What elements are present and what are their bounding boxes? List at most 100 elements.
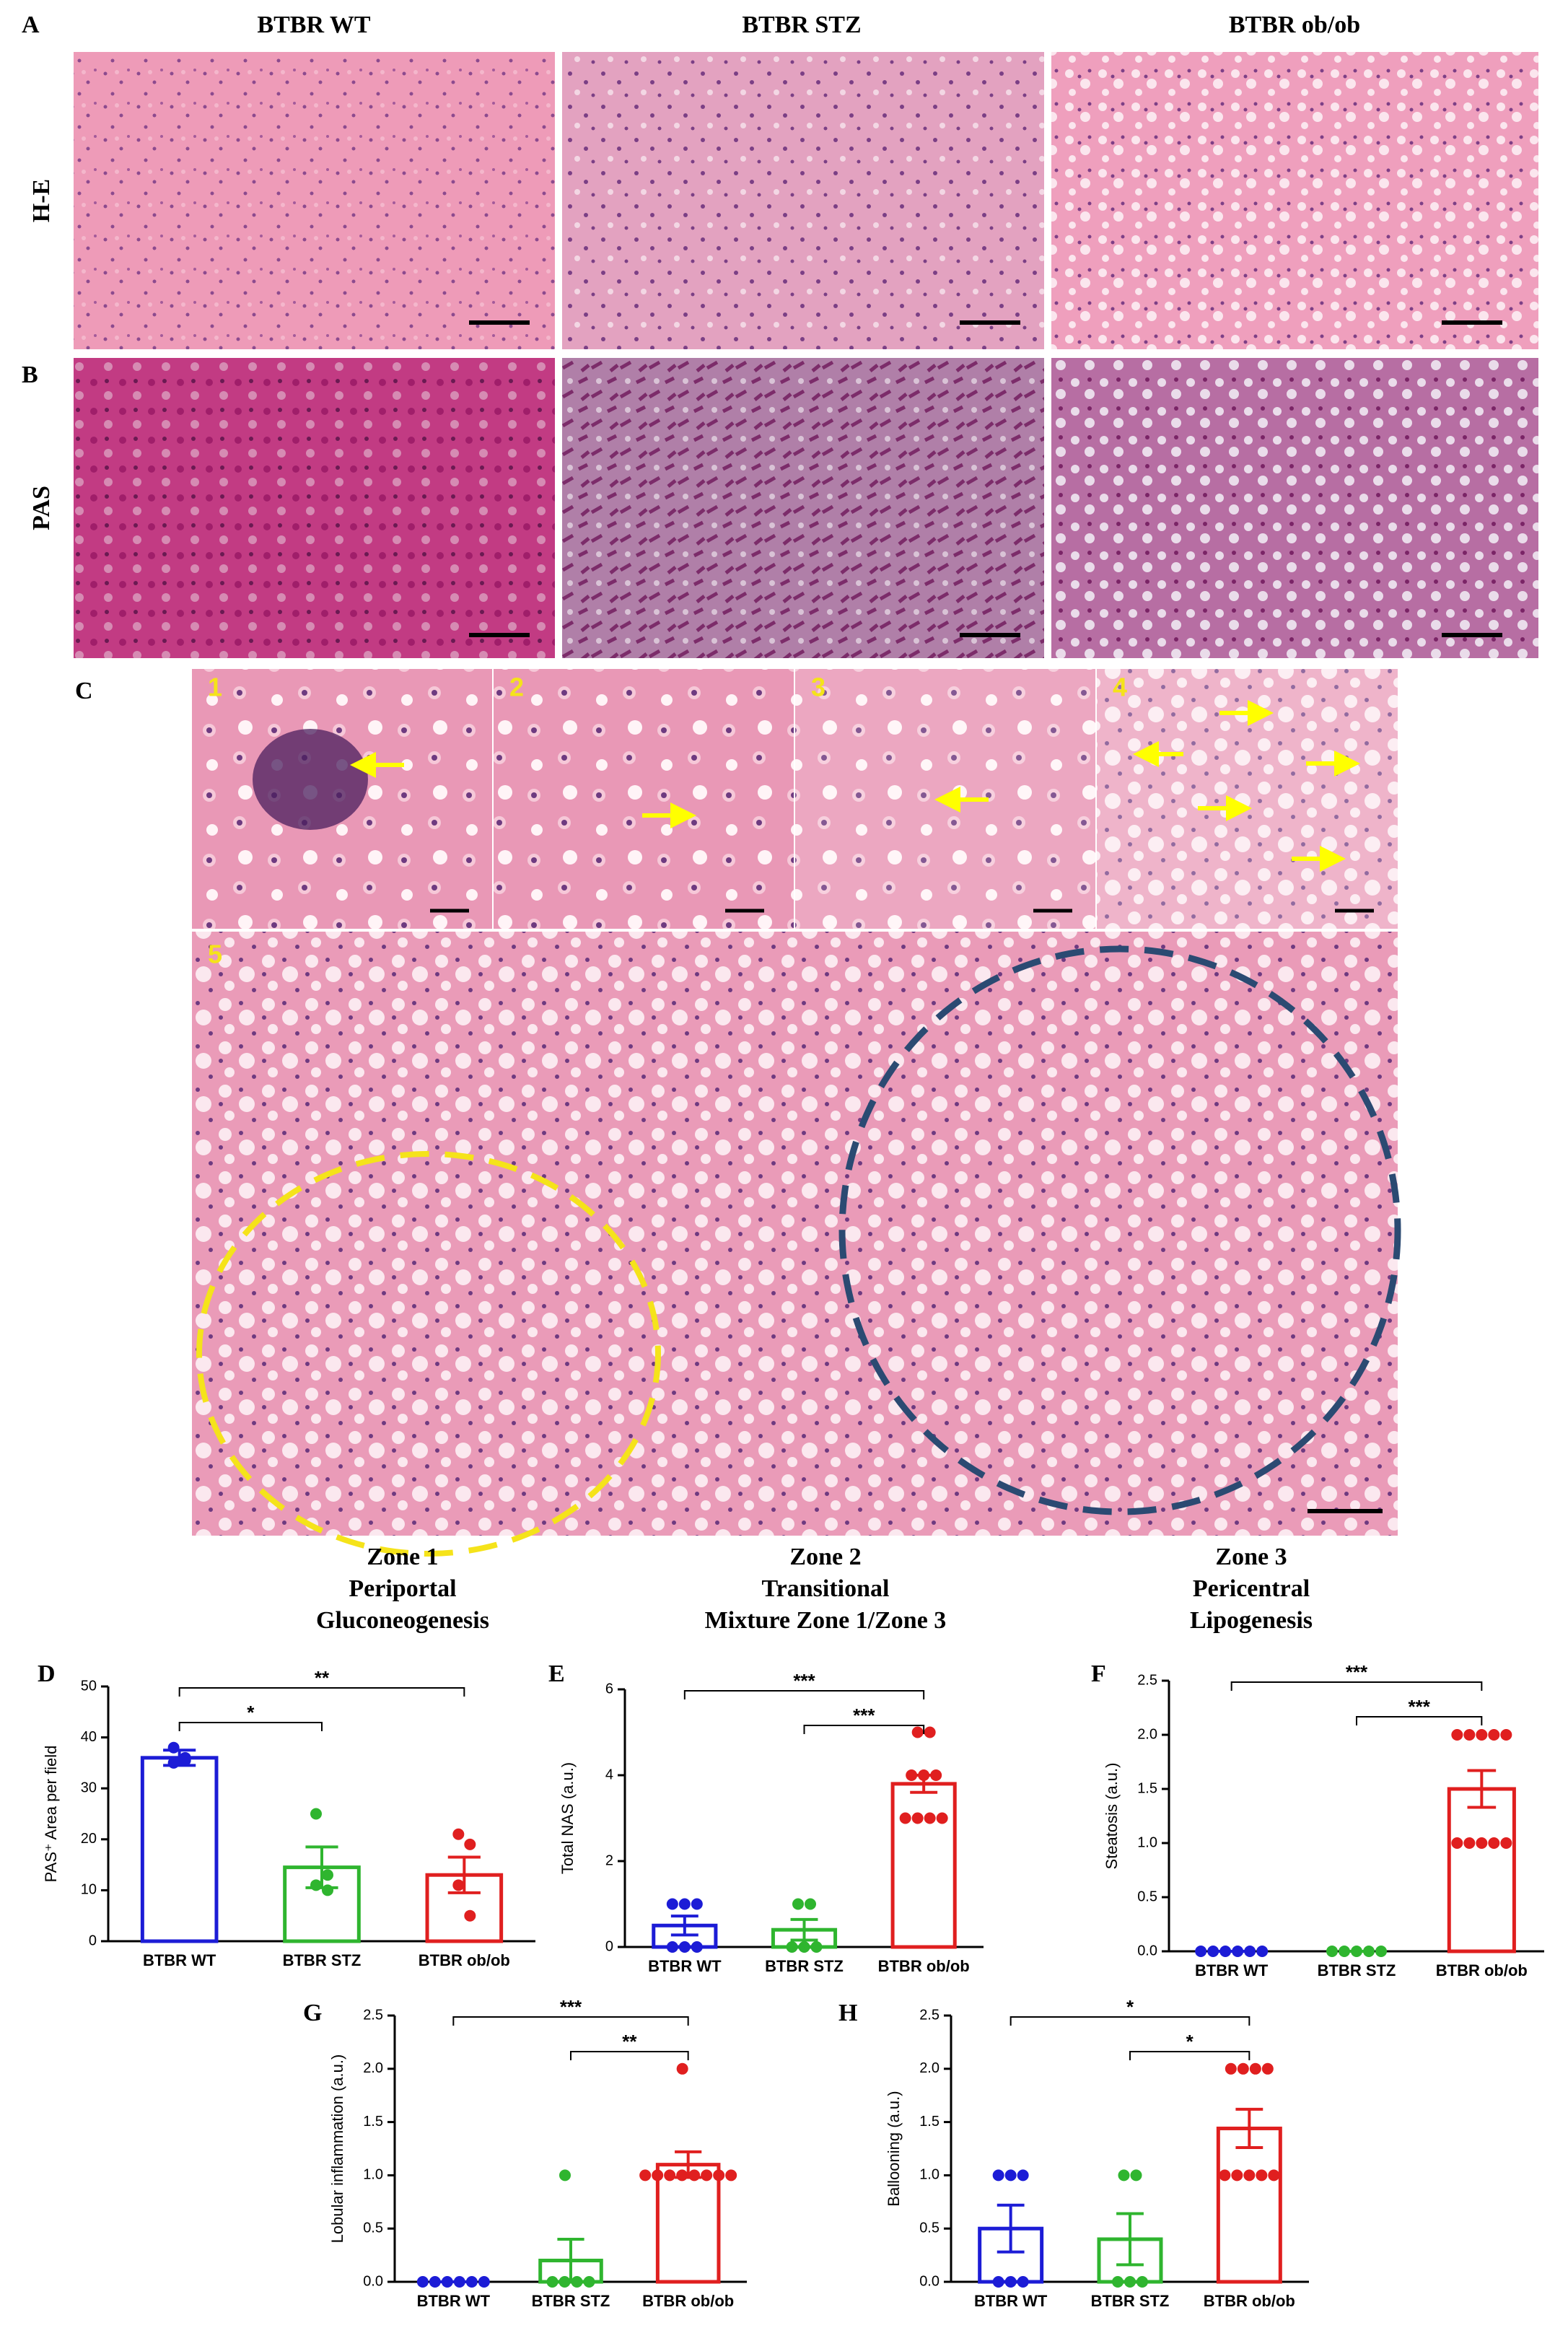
y-tick-label: 30 (81, 1780, 97, 1795)
data-point (583, 2276, 595, 2288)
data-point (1500, 1729, 1512, 1741)
data-point (1017, 2169, 1029, 2182)
column-header: BTBR STZ (742, 12, 861, 38)
error-bar (790, 1917, 818, 1942)
significance-bracket (178, 1722, 323, 1731)
y-tick-label: 2.5 (363, 2007, 383, 2023)
zone-outline (196, 1151, 661, 1557)
data-point (666, 1941, 678, 1953)
data-point (1375, 1946, 1387, 1957)
error-bar (997, 2203, 1025, 2254)
data-point (1326, 1946, 1338, 1957)
micrograph (795, 669, 1095, 929)
zone-caption: Periportal (349, 1575, 456, 1602)
data-point (464, 1838, 476, 1850)
data-point (1363, 1946, 1375, 1957)
y-tick-label: 2.0 (919, 2060, 940, 2076)
data-point (167, 1741, 180, 1754)
data-point (906, 1769, 918, 1781)
y-tick-label: 1.5 (1137, 1780, 1157, 1796)
significance-bracket (1356, 1716, 1483, 1725)
data-point (464, 1909, 476, 1922)
inset-number: 4 (1113, 673, 1127, 702)
zone-caption: Zone 3 (1215, 1544, 1287, 1570)
data-point (652, 2169, 664, 2182)
y-tick-label: 2.5 (919, 2007, 940, 2023)
data-point (1118, 2169, 1130, 2182)
data-point (678, 1941, 691, 1953)
inset-number: 1 (208, 673, 222, 702)
data-point (924, 1726, 936, 1738)
y-tick-label: 2.0 (1137, 1726, 1157, 1742)
y-tick-label: 40 (81, 1729, 97, 1745)
bar (1447, 1787, 1516, 1953)
data-point (1268, 2169, 1280, 2182)
data-point (676, 2169, 688, 2182)
data-point (1225, 2062, 1237, 2075)
data-point (1249, 2062, 1261, 2075)
y-tick-label: 1.5 (919, 2114, 940, 2130)
panel-letter: G (303, 2000, 322, 2026)
column-header: BTBR WT (257, 12, 370, 38)
data-point (1463, 1837, 1476, 1849)
data-point (429, 2276, 441, 2288)
data-point (1476, 1729, 1488, 1741)
micrograph (562, 358, 1044, 658)
y-tick-label: 10 (81, 1882, 97, 1898)
significance-bracket (803, 1725, 925, 1734)
data-point (179, 1754, 191, 1767)
bar (655, 2163, 721, 2284)
significance-bracket (1230, 1681, 1483, 1691)
significance-label: *** (793, 1670, 815, 1692)
error-bar (1467, 1769, 1497, 1809)
zone-caption: Gluconeogenesis (316, 1607, 489, 1634)
inset-number: 3 (811, 673, 825, 702)
significance-bracket (683, 1690, 925, 1699)
y-tick-label: 1.5 (363, 2114, 383, 2130)
error-bar (670, 1915, 698, 1937)
bar (140, 1756, 219, 1943)
data-point (805, 1898, 816, 1910)
data-point (691, 1941, 703, 1953)
row-label: PAS (28, 486, 55, 530)
significance-label: * (247, 1702, 255, 1723)
micrograph-row (74, 358, 1538, 658)
micrograph (74, 52, 555, 349)
data-point (992, 2276, 1004, 2288)
data-point (1500, 1837, 1512, 1849)
data-point (1243, 2169, 1256, 2182)
significance-bracket (178, 1687, 465, 1697)
y-tick-label: 1.0 (363, 2167, 383, 2183)
y-axis-label: Ballooning (a.u.) (885, 2091, 903, 2206)
zone-caption: Lipogenesis (1190, 1607, 1313, 1634)
data-point (310, 1879, 322, 1891)
data-point (1136, 2276, 1148, 2288)
data-point (911, 1726, 924, 1738)
significance-bracket (1129, 2051, 1251, 2060)
row-label: H-E (28, 179, 55, 222)
data-point (676, 2062, 688, 2075)
x-tick-label: BTBR ob/ob (1436, 1961, 1528, 1979)
data-point (666, 1898, 678, 1910)
micrograph (74, 358, 555, 658)
y-tick-label: 2.0 (363, 2060, 383, 2076)
y-tick-label: 0.5 (363, 2220, 383, 2236)
inset-number: 2 (509, 673, 524, 702)
data-point (1488, 1729, 1500, 1741)
error-bar (1116, 2212, 1144, 2267)
micrograph-row (74, 52, 1538, 349)
y-tick-label: 0.0 (363, 2273, 383, 2289)
micrograph (1051, 52, 1538, 349)
data-point (911, 1812, 924, 1824)
panel-letter: H (838, 2000, 857, 2026)
data-point (1339, 1946, 1350, 1957)
significance-label: ** (315, 1667, 330, 1689)
data-point (1261, 2062, 1274, 2075)
data-point (1256, 1946, 1269, 1957)
data-point (571, 2276, 583, 2288)
micrograph (562, 52, 1044, 349)
y-tick-label: 4 (605, 1767, 613, 1782)
y-tick-label: 0.5 (919, 2220, 940, 2236)
x-tick-label: BTBR WT (417, 2292, 491, 2310)
